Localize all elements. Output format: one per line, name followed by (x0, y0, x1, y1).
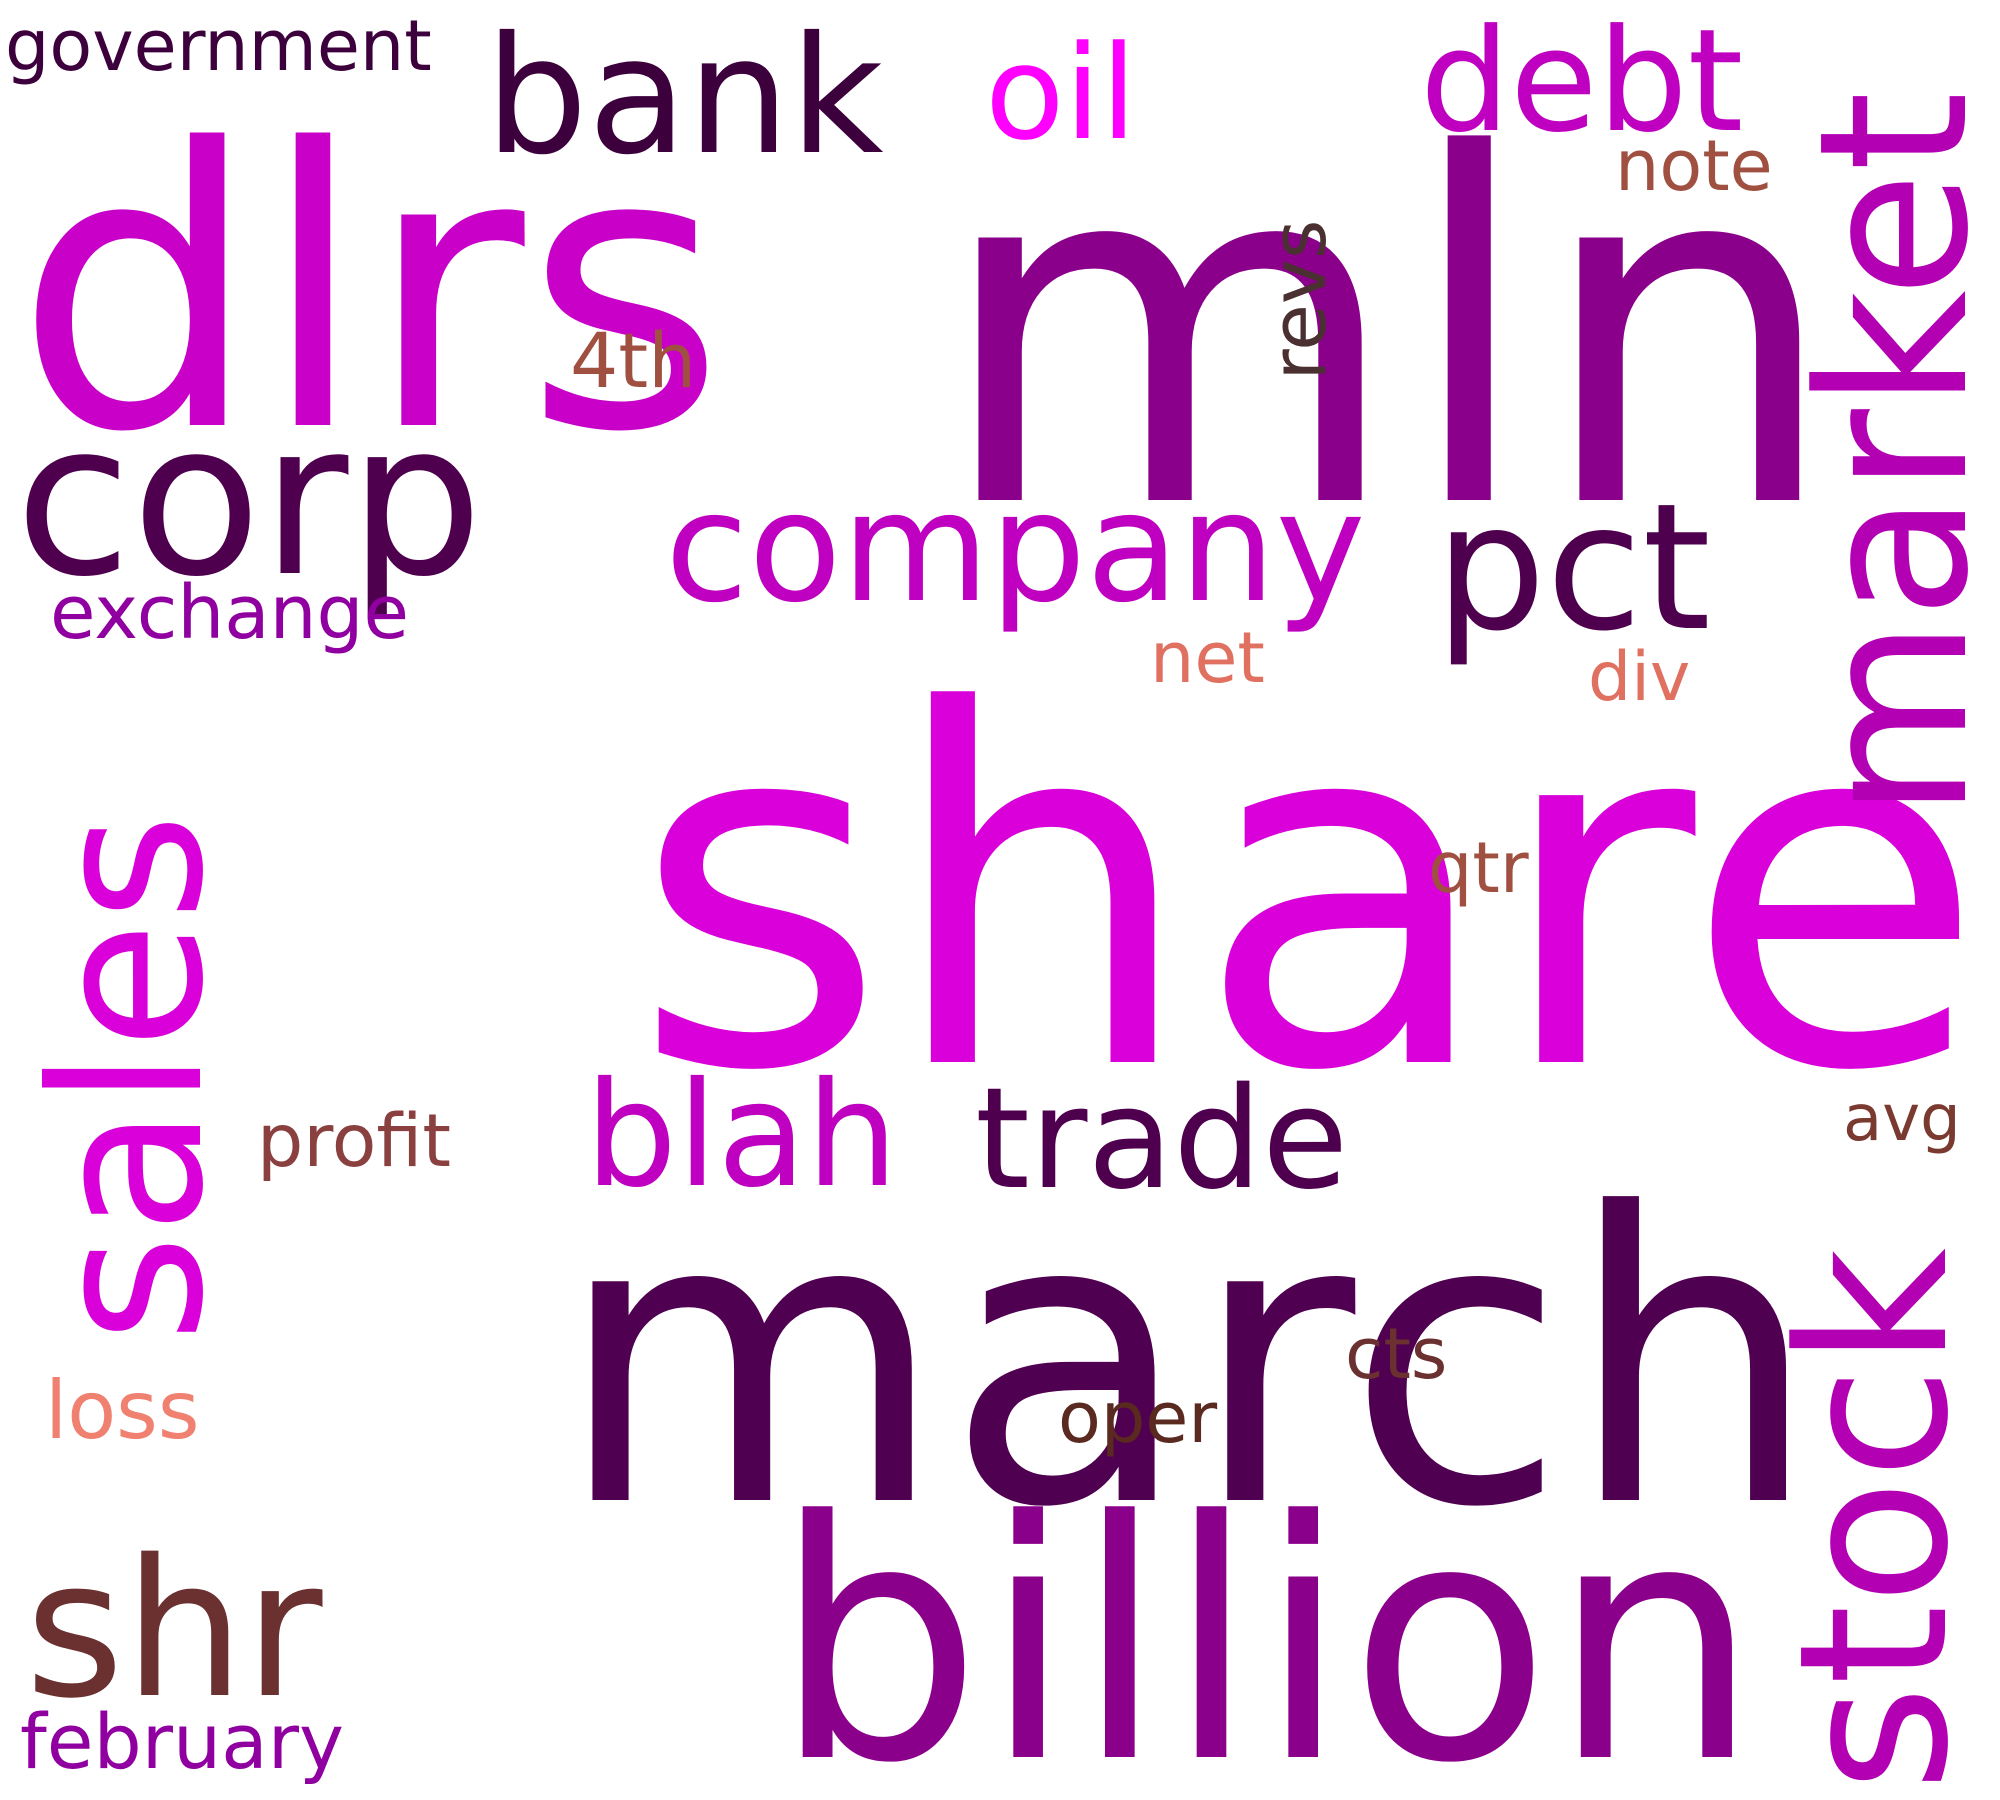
word-sales: sales (8, 813, 250, 1343)
word-exchange: exchange (50, 570, 409, 656)
word-bank: bank (485, 3, 884, 191)
word-pct: pct (1435, 467, 1711, 670)
word-cts: cts (1345, 1313, 1447, 1395)
word-oper: oper (1058, 1377, 1217, 1459)
word-debt: debt (1420, 0, 1743, 164)
word-net: net (1150, 617, 1265, 699)
word-trade: trade (975, 1058, 1348, 1221)
word-march: march (556, 1130, 1820, 1595)
word-share: share (632, 610, 1985, 1178)
word-market: market (1776, 91, 2000, 819)
word-company: company (665, 459, 1366, 636)
word-profit: profit (257, 1099, 451, 1184)
word-qtr: qtr (1428, 827, 1529, 909)
word-div: div (1588, 638, 1690, 717)
word-corp: corp (15, 376, 483, 623)
word-february: february (20, 1697, 344, 1786)
word-oil: oil (985, 17, 1137, 169)
word-revs: revs (1254, 220, 1343, 381)
word-blah: blah (585, 1051, 898, 1220)
word-avg: avg (1843, 1082, 1961, 1156)
word-4th: 4th (570, 316, 696, 405)
word-government: government (5, 5, 432, 87)
word-billion: billion (773, 1451, 1760, 1800)
word-note: note (1615, 125, 1773, 207)
word-stock: stock (1756, 1248, 1994, 1792)
word-mln: mln (935, 55, 1840, 614)
word-shr: shr (25, 1519, 323, 1740)
word-dlrs: dlrs (15, 68, 725, 516)
word-loss: loss (45, 1364, 200, 1457)
